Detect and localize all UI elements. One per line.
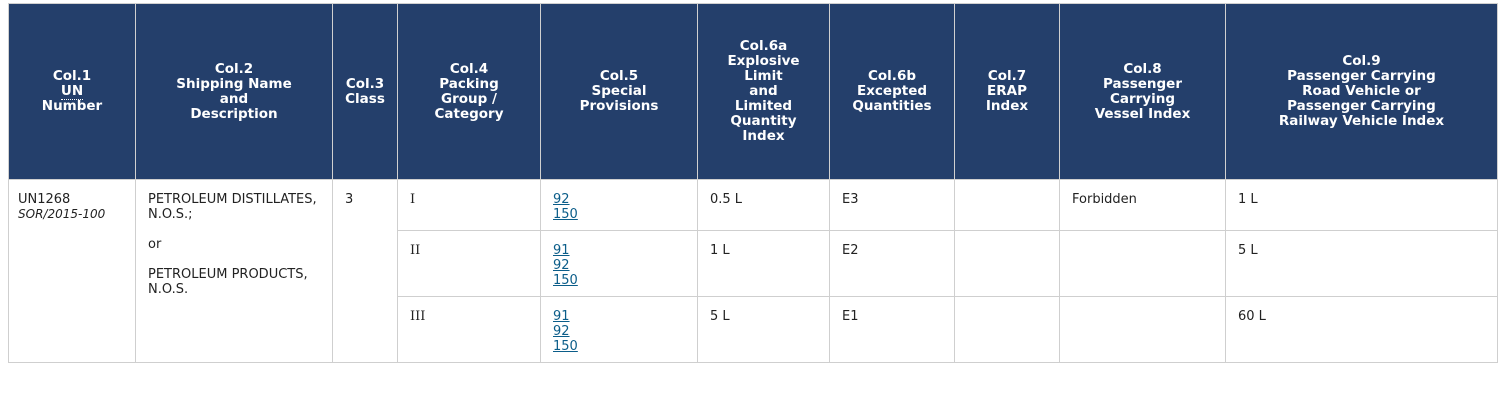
column-header: Col.8 Passenger Carrying Vessel Index <box>1059 3 1226 180</box>
special-provision-link[interactable]: 92 <box>553 324 570 339</box>
header-line: Index <box>985 98 1029 114</box>
excepted-quantities: E2 <box>829 230 955 297</box>
un-number: UN1268 <box>18 192 71 207</box>
class-cell: 3 <box>332 179 398 363</box>
header-abbr: UN <box>60 83 84 100</box>
shipping-name-line: PETROLEUM PRODUCTS, N.O.S. <box>148 267 308 297</box>
header-line: Packing <box>439 75 499 92</box>
header-line: and <box>749 83 778 99</box>
header-line: Col.1 <box>52 68 92 84</box>
table-row: III 91 92 150 5 L E1 60 L <box>9 296 1498 363</box>
column-header: Col.4 Packing Group / Category <box>397 3 541 180</box>
header-line: Quantities <box>852 98 932 114</box>
column-header: Col.2 Shipping Name and Description <box>135 3 333 180</box>
header-line: Vessel Index <box>1094 105 1191 122</box>
shipping-name-cell: PETROLEUM DISTILLATES, N.O.S.; or PETROLEU… <box>135 179 333 363</box>
explosive-limit: 0.5 L <box>697 179 830 231</box>
excepted-quantities: E3 <box>829 179 955 231</box>
header-line: Limited <box>734 98 793 114</box>
erap-index <box>954 230 1060 297</box>
road-rail-index: 5 L <box>1225 230 1498 297</box>
header-line: Group / <box>441 90 497 107</box>
vessel-index: Forbidden <box>1059 179 1226 231</box>
header-line: Col.4 <box>449 60 489 77</box>
erap-index <box>954 296 1060 363</box>
header-line: ERAP <box>987 83 1027 99</box>
header-line: Index <box>742 128 785 144</box>
shipping-name-line: or <box>148 237 162 252</box>
header-line: Col.7 <box>987 68 1027 84</box>
table-row: UN1268 SOR/2015-100 PETROLEUM DISTILLATES,… <box>8 179 1498 363</box>
header-line: Passenger Carrying <box>1287 98 1436 114</box>
packing-group: III <box>397 296 541 363</box>
special-provision-link[interactable]: 92 <box>553 192 570 207</box>
header-line: Category <box>434 105 504 122</box>
header-line: Explosive <box>727 53 800 69</box>
reference: SOR/2015-100 <box>18 207 106 221</box>
header-line: Col.9 <box>1342 53 1381 69</box>
header-line: Col.8 <box>1123 60 1162 77</box>
header-line: Passenger Carrying <box>1287 68 1436 84</box>
road-rail-index: 1 L <box>1225 179 1498 231</box>
header-line: Excepted <box>856 83 928 99</box>
special-provision-link[interactable]: 91 <box>553 309 570 324</box>
header-line: Number <box>41 98 103 114</box>
column-header: Col.6b Excepted Quantities <box>829 3 955 180</box>
special-provisions-cell: 91 92 150 <box>540 230 698 297</box>
vessel-index <box>1059 296 1226 363</box>
table-body: UN1268 SOR/2015-100 PETROLEUM DISTILLATES,… <box>8 179 1498 363</box>
column-header: Col.6a Explosive Limit and Limited Quantity In… <box>697 3 830 180</box>
excepted-quantities: E1 <box>829 296 955 363</box>
header-line: Limit <box>744 68 783 84</box>
header-line: Col.6a <box>739 38 788 54</box>
dangerous-goods-table: Col.1 UN Number Col.2 Shipping Name and Descri… <box>8 3 1498 363</box>
packing-group: I <box>397 179 541 231</box>
erap-index <box>954 179 1060 231</box>
special-provisions-cell: 92 150 <box>540 179 698 231</box>
header-line: Road Vehicle or <box>1302 83 1421 99</box>
column-header: Col.9 Passenger Carrying Road Vehicle or Pa… <box>1225 3 1498 180</box>
header-line: Col.2 <box>214 60 254 77</box>
header-line: Col.6b <box>868 68 916 84</box>
header-line: Shipping Name <box>176 75 292 92</box>
special-provision-link[interactable]: 91 <box>553 243 570 258</box>
header-line: Col.5 <box>599 68 639 84</box>
shipping-name-line: PETROLEUM DISTILLATES, N.O.S.; <box>148 192 317 222</box>
column-header: Col.7 ERAP Index <box>954 3 1060 180</box>
special-provisions-cell: 91 92 150 <box>540 296 698 363</box>
road-rail-index: 60 L <box>1225 296 1498 363</box>
un-number-cell: UN1268 SOR/2015-100 <box>8 179 136 363</box>
column-header: Col.5 Special Provisions <box>540 3 698 180</box>
header-line: Quantity <box>730 113 797 129</box>
table-row: II 91 92 150 1 L E2 5 L <box>9 230 1498 297</box>
header-line: and <box>219 90 249 107</box>
special-provision-link[interactable]: 92 <box>553 258 570 273</box>
special-provision-link[interactable]: 150 <box>553 273 578 288</box>
column-header: Col.3 Class <box>332 3 398 180</box>
header-line: Railway Vehicle Index <box>1278 113 1445 129</box>
special-provision-link[interactable]: 150 <box>553 339 578 354</box>
header-line: Carrying <box>1109 90 1176 107</box>
explosive-limit: 5 L <box>697 296 830 363</box>
special-provision-link[interactable]: 150 <box>553 207 578 222</box>
header-line: Special <box>591 83 647 99</box>
header-row: Col.1 UN Number Col.2 Shipping Name and Descri… <box>8 3 1498 180</box>
header-line: Passenger <box>1103 75 1182 92</box>
header-line: Description <box>190 105 278 122</box>
column-header: Col.1 UN Number <box>8 3 136 180</box>
header-line: Class <box>345 90 385 107</box>
vessel-index <box>1059 230 1226 297</box>
explosive-limit: 1 L <box>697 230 830 297</box>
header-line: Col.3 <box>345 75 385 92</box>
header-line: Provisions <box>579 98 659 114</box>
packing-group: II <box>397 230 541 297</box>
